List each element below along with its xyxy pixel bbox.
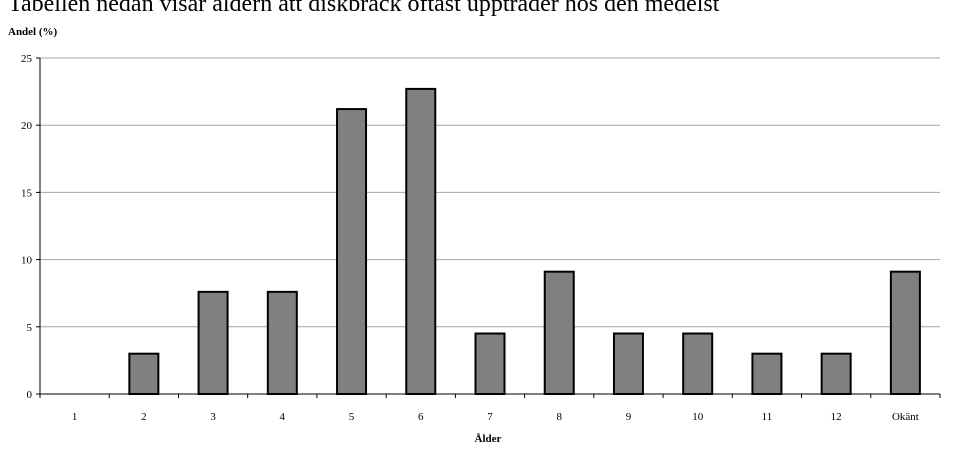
bar-2 — [128, 352, 160, 395]
bar-12 — [820, 352, 852, 395]
bar-4 — [266, 290, 298, 395]
partial-header-text: Tabellen nedan visar åldern att diskbråc… — [8, 0, 720, 17]
y-tick-label: 25 — [21, 53, 33, 65]
x-tick-label: 9 — [626, 411, 632, 423]
y-tick-label: 20 — [21, 120, 33, 132]
x-tick-label: 10 — [692, 411, 704, 423]
y-ticks: 0 5 10 15 20 25 — [21, 53, 40, 401]
x-tick-label: 11 — [762, 411, 773, 423]
x-tick-label: Okänt — [892, 411, 919, 423]
x-axis-label: Ålder — [475, 433, 502, 445]
x-tick-label: 5 — [349, 411, 355, 423]
bar-7 — [474, 332, 506, 395]
bar-5 — [336, 108, 368, 396]
bar-10 — [682, 332, 714, 395]
x-tick-label: 3 — [210, 411, 216, 423]
y-axis-label: Andel (%) — [8, 26, 58, 38]
bar-6 — [405, 87, 437, 396]
axes — [39, 58, 940, 395]
bar-8 — [543, 270, 575, 396]
bars — [128, 87, 921, 396]
x-tick-label: 7 — [487, 411, 493, 423]
bar-9 — [612, 332, 644, 395]
x-tick-label: 8 — [556, 411, 562, 423]
y-tick-label: 15 — [21, 187, 33, 199]
y-tick-label: 5 — [27, 322, 33, 334]
x-tick-label: 6 — [418, 411, 424, 423]
y-tick-label: 0 — [27, 389, 33, 401]
y-tick-label: 10 — [21, 255, 33, 267]
x-tick-label: 12 — [831, 411, 842, 423]
bar-Okänt — [889, 270, 921, 396]
x-ticks: 1 2 3 4 5 6 7 8 9 10 11 12 Okänt — [39, 394, 941, 423]
bar-11 — [751, 352, 783, 395]
bar-3 — [197, 290, 229, 395]
x-tick-label: 4 — [280, 411, 286, 423]
gridlines — [40, 57, 940, 328]
x-tick-label: 1 — [72, 411, 78, 423]
x-tick-label: 2 — [141, 411, 147, 423]
